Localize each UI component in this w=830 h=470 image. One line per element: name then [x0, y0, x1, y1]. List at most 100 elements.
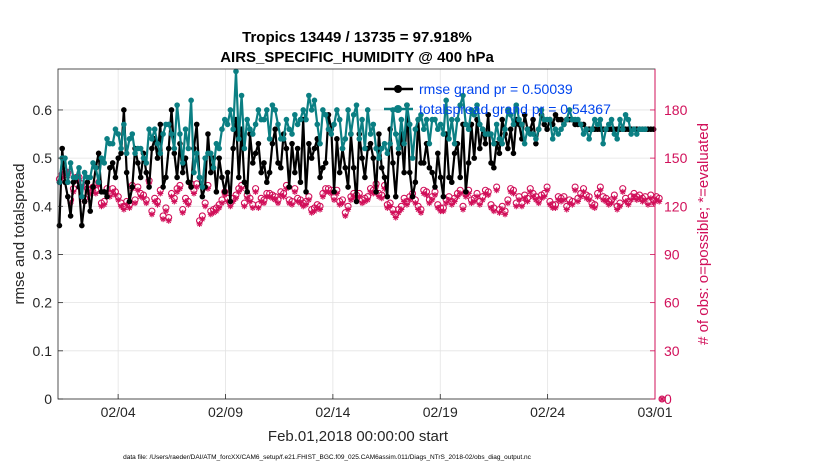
totalspread-point: [563, 116, 570, 123]
y-tick-label-left: 0.5: [33, 150, 53, 166]
asterisk-stroke: [356, 194, 362, 200]
asterisk-stroke: [620, 189, 626, 195]
totalspread-point: [216, 145, 222, 152]
asterisk-stroke: [163, 208, 169, 214]
totalspread-point: [597, 116, 604, 123]
obs-evaluated-point: [134, 187, 141, 194]
rmse-point: [440, 193, 447, 200]
totalspread-point: [479, 126, 486, 133]
rmse-point: [143, 169, 150, 176]
asterisk-stroke: [297, 200, 303, 206]
obs-evaluated-point: [165, 217, 172, 224]
totalspread-point: [513, 102, 520, 108]
asterisk-stroke: [342, 213, 348, 219]
totalspread-point: [446, 136, 452, 142]
rmse-point: [322, 160, 329, 166]
rmse-point: [137, 174, 144, 181]
obs-evaluated-point: [619, 188, 626, 195]
totalspread-point: [558, 126, 564, 133]
obs-evaluated-point: [574, 198, 581, 205]
rmse-point: [213, 189, 220, 195]
totalspread-point: [303, 116, 309, 123]
totalspread-point: [126, 136, 133, 142]
rmse-point: [353, 198, 360, 205]
obs-evaluated-point: [241, 203, 248, 210]
totalspread-point: [440, 131, 447, 137]
rmse-point: [227, 198, 234, 205]
asterisk-stroke: [227, 203, 233, 209]
totalspread-point: [614, 136, 620, 142]
asterisk-stroke: [575, 198, 581, 204]
obs-evaluated-point: [345, 206, 352, 213]
totalspread-point: [143, 160, 150, 166]
plot-area: [58, 69, 655, 399]
totalspread-point: [622, 111, 629, 118]
totalspread-point: [182, 126, 189, 133]
rmse-point: [266, 169, 273, 176]
rmse-point: [521, 111, 528, 118]
obs-evaluated-point: [451, 198, 458, 205]
asterisk-stroke: [404, 202, 410, 208]
asterisk-stroke: [152, 198, 158, 204]
asterisk-stroke: [239, 186, 245, 192]
rmse-point: [157, 121, 164, 128]
asterisk-stroke: [339, 200, 345, 206]
asterisk-stroke: [115, 197, 121, 203]
rmse-point: [395, 150, 402, 157]
obs-evaluated-point: [392, 214, 399, 221]
totalspread-point: [468, 107, 475, 113]
totalspread-point: [387, 140, 393, 147]
obs-evaluated-point: [171, 198, 178, 205]
totalspread-point: [381, 140, 388, 147]
obs-evaluated-point: [516, 196, 523, 203]
obs-evaluated-point: [154, 201, 161, 208]
asterisk-stroke: [390, 210, 396, 216]
asterisk-stroke: [637, 195, 643, 201]
asterisk-stroke: [510, 190, 516, 196]
rmse-point: [121, 107, 127, 113]
totalspread-point: [168, 131, 175, 137]
asterisk-stroke: [194, 184, 200, 190]
asterisk-stroke: [603, 198, 609, 204]
totalspread-point: [631, 126, 637, 133]
totalspread-point: [87, 174, 94, 181]
totalspread-point: [502, 126, 508, 133]
obs-evaluated-point: [527, 188, 534, 195]
asterisk-stroke: [191, 190, 197, 196]
totalspread-point: [538, 107, 545, 113]
totalspread-point: [213, 140, 220, 147]
rmse-point: [95, 150, 102, 157]
asterisk-stroke: [583, 195, 589, 201]
obs-evaluated-point: [317, 206, 324, 213]
asterisk-stroke: [424, 192, 430, 198]
obs-evaluated-point: [227, 203, 234, 210]
y-tick-label-left: 0.6: [33, 102, 53, 118]
asterisk-stroke: [485, 192, 491, 198]
obs-evaluated-point: [445, 196, 452, 203]
totalspread-point: [642, 126, 648, 133]
totalspread-point: [95, 179, 102, 186]
asterisk-stroke: [261, 200, 267, 206]
y-tick-label-right: 60: [664, 295, 680, 311]
totalspread-point: [547, 116, 553, 123]
asterisk-stroke: [659, 396, 665, 402]
y-tick-label-right: 0: [664, 391, 672, 407]
rmse-point: [123, 169, 130, 176]
totalspread-point: [552, 126, 559, 133]
asterisk-stroke: [471, 198, 477, 204]
obs-evaluated-point: [659, 396, 666, 402]
rmse-point: [533, 140, 539, 147]
asterisk-stroke: [432, 192, 438, 198]
totalspread-point: [496, 136, 503, 142]
rmse-point: [221, 189, 228, 195]
rmse-point: [135, 160, 141, 166]
totalspread-point: [252, 121, 259, 128]
rmse-point: [112, 174, 119, 181]
rmse-point: [160, 184, 166, 190]
legend-marker-rmse: [394, 85, 402, 93]
rmse-point: [269, 140, 276, 147]
obs-evaluated-point: [101, 201, 108, 208]
asterisk-stroke: [110, 189, 116, 195]
obs-evaluated-point: [563, 206, 570, 213]
rmse-point: [336, 169, 343, 176]
